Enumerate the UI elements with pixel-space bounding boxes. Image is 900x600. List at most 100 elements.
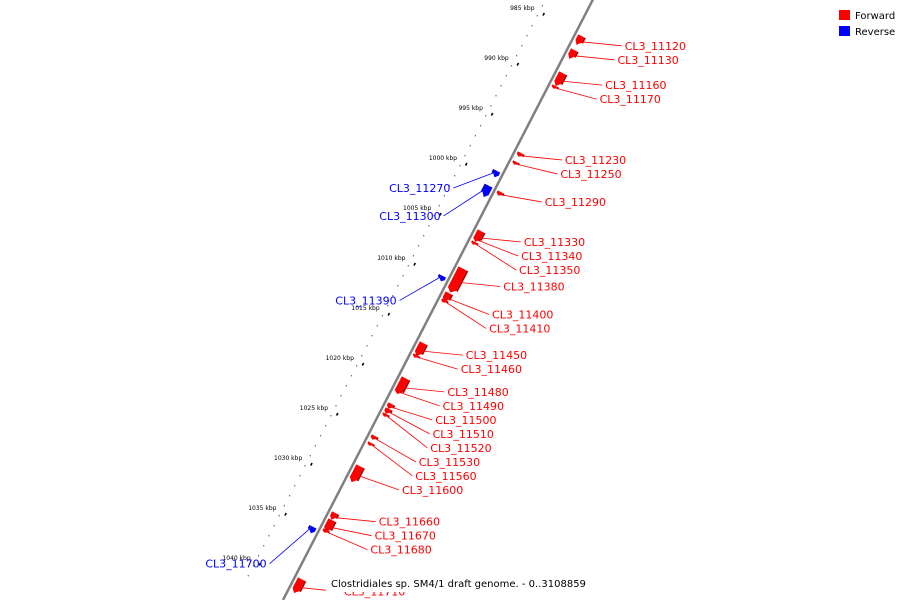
gene-arrow-highlight bbox=[486, 186, 493, 196]
gene-cl3-11660[interactable]: CL3_11660 bbox=[330, 511, 440, 529]
gene-label[interactable]: CL3_11660 bbox=[379, 516, 440, 529]
gene-label[interactable]: CL3_11350 bbox=[519, 264, 580, 277]
gene-arrow-highlight bbox=[312, 527, 317, 532]
scale-tick-label: 1040 kbp bbox=[222, 555, 250, 562]
gene-cl3-11290[interactable]: CL3_11290 bbox=[496, 190, 606, 209]
gene-label[interactable]: CL3_11600 bbox=[402, 484, 463, 497]
gene-label[interactable]: CL3_11700 bbox=[205, 558, 266, 571]
gene-label[interactable]: CL3_11380 bbox=[503, 280, 564, 293]
gene-arrow-shadow bbox=[455, 270, 469, 292]
gene-arrow-highlight bbox=[292, 577, 300, 589]
gene-arrow[interactable] bbox=[414, 341, 427, 357]
gene-label[interactable]: CL3_11560 bbox=[415, 470, 476, 483]
gene-cl3-11300[interactable]: CL3_11300 bbox=[379, 183, 493, 223]
gene-label[interactable]: CL3_11530 bbox=[419, 456, 480, 469]
gene-cl3-11270[interactable]: CL3_11270 bbox=[389, 168, 501, 195]
scale-tick-label: 1010 kbp bbox=[377, 255, 405, 262]
ruler-dot bbox=[319, 435, 322, 437]
gene-arrow[interactable] bbox=[349, 464, 364, 483]
gene-cl3-11700[interactable]: CL3_11700 bbox=[205, 524, 317, 571]
gene-cl3-11530[interactable]: CL3_11530 bbox=[370, 434, 480, 469]
gene-cl3-11380[interactable]: CL3_11380 bbox=[447, 266, 565, 293]
gene-cl3-11480[interactable]: CL3_11480 bbox=[395, 376, 509, 399]
gene-label[interactable]: CL3_11170 bbox=[600, 93, 661, 106]
gene-label[interactable]: CL3_11300 bbox=[379, 210, 440, 223]
ruler-dot bbox=[371, 335, 373, 337]
gene-leader-line bbox=[389, 412, 430, 435]
gene-cl3-11120[interactable]: CL3_11120 bbox=[575, 34, 686, 53]
gene-cl3-11510[interactable]: CL3_11510 bbox=[384, 407, 494, 441]
gene-label[interactable]: CL3_11410 bbox=[489, 322, 550, 335]
gene-label[interactable]: CL3_11230 bbox=[565, 154, 626, 167]
ruler-dot bbox=[304, 465, 306, 467]
gene-leader-line bbox=[460, 282, 501, 287]
gene-label[interactable]: CL3_11270 bbox=[389, 182, 450, 195]
gene-cl3-11350[interactable]: CL3_11350 bbox=[471, 240, 580, 277]
ruler-dot bbox=[443, 195, 445, 197]
gene-label[interactable]: CL3_11340 bbox=[521, 250, 582, 263]
gene-label[interactable]: CL3_11670 bbox=[375, 530, 436, 543]
gene-label[interactable]: CL3_11490 bbox=[443, 400, 504, 413]
ruler-dot bbox=[469, 145, 471, 147]
gene-arrow-highlight bbox=[394, 388, 398, 391]
gene-arrow-shadow bbox=[330, 521, 337, 531]
ruler-dot bbox=[340, 395, 342, 397]
gene-label[interactable]: CL3_11290 bbox=[545, 196, 606, 209]
gene-cl3-11410[interactable]: CL3_11410 bbox=[441, 298, 550, 335]
gene-arrow-highlight bbox=[324, 518, 331, 528]
gene-arrow[interactable] bbox=[482, 184, 493, 198]
gene-label[interactable]: CL3_11450 bbox=[466, 349, 527, 362]
gene-cl3-11400[interactable]: CL3_11400 bbox=[442, 291, 554, 321]
gene-arrow-shadow bbox=[437, 274, 441, 278]
ruler-dot bbox=[387, 305, 389, 307]
gene-leader-line bbox=[581, 41, 622, 47]
gene-label[interactable]: CL3_11390 bbox=[335, 294, 396, 307]
gene-leader-line bbox=[574, 55, 615, 61]
gene-label[interactable]: CL3_11460 bbox=[461, 363, 522, 376]
gene-leader-line bbox=[404, 387, 445, 393]
gene-label[interactable]: CL3_11330 bbox=[524, 236, 585, 249]
gene-cl3-11170[interactable]: CL3_11170 bbox=[551, 84, 661, 106]
gene-cl3-11670[interactable]: CL3_11670 bbox=[324, 518, 436, 543]
gene-cl3-11490[interactable]: CL3_11490 bbox=[394, 388, 504, 413]
gene-arrow[interactable] bbox=[292, 577, 305, 594]
gene-arrow[interactable] bbox=[447, 266, 467, 293]
gene-cl3-11450[interactable]: CL3_11450 bbox=[414, 341, 527, 362]
gene-label[interactable]: CL3_11680 bbox=[370, 544, 431, 557]
gene-cl3-11230[interactable]: CL3_11230 bbox=[516, 151, 626, 167]
gene-arrow[interactable] bbox=[554, 71, 566, 87]
ruler-dot bbox=[330, 415, 332, 417]
gene-label[interactable]: CL3_11250 bbox=[560, 168, 621, 181]
gene-label[interactable]: CL3_11510 bbox=[433, 428, 494, 441]
gene-label[interactable]: CL3_11520 bbox=[430, 442, 491, 455]
gene-label[interactable]: CL3_11130 bbox=[617, 54, 678, 67]
gene-arrow-highlight bbox=[370, 434, 374, 438]
gene-label[interactable]: CL3_11160 bbox=[605, 79, 666, 92]
gene-arrow[interactable] bbox=[395, 376, 409, 395]
scale-tick bbox=[490, 112, 494, 116]
gene-cl3-11500[interactable]: CL3_11500 bbox=[386, 402, 497, 427]
gene-label[interactable]: CL3_11500 bbox=[435, 414, 496, 427]
scale-tick bbox=[335, 412, 339, 416]
gene-leader-line bbox=[453, 172, 494, 189]
gene-arrow-highlight bbox=[395, 376, 404, 390]
gene-cl3-11130[interactable]: CL3_11130 bbox=[568, 48, 679, 67]
gene-arrow-highlight bbox=[568, 48, 573, 55]
gene-leader-line bbox=[443, 189, 484, 217]
gene-cl3-11340[interactable]: CL3_11340 bbox=[473, 236, 582, 263]
gene-label[interactable]: CL3_11480 bbox=[447, 386, 508, 399]
gene-cl3-11680[interactable]: CL3_11680 bbox=[322, 528, 432, 557]
gene-cl3-11160[interactable]: CL3_11160 bbox=[554, 71, 666, 92]
ruler-dot bbox=[288, 495, 291, 497]
ruler-dot bbox=[397, 285, 399, 287]
gene-cl3-11390[interactable]: CL3_11390 bbox=[335, 274, 447, 307]
gene-arrow-highlight bbox=[330, 511, 334, 517]
gene-cl3-11330[interactable]: CL3_11330 bbox=[473, 229, 585, 249]
gene-cl3-11560[interactable]: CL3_11560 bbox=[367, 441, 477, 483]
gene-cl3-11460[interactable]: CL3_11460 bbox=[412, 353, 522, 376]
gene-cl3-11600[interactable]: CL3_11600 bbox=[349, 464, 463, 497]
gene-cl3-11520[interactable]: CL3_11520 bbox=[382, 412, 492, 455]
gene-label[interactable]: CL3_11400 bbox=[492, 308, 553, 321]
gene-cl3-11250[interactable]: CL3_11250 bbox=[512, 160, 622, 181]
gene-label[interactable]: CL3_11120 bbox=[625, 40, 686, 53]
